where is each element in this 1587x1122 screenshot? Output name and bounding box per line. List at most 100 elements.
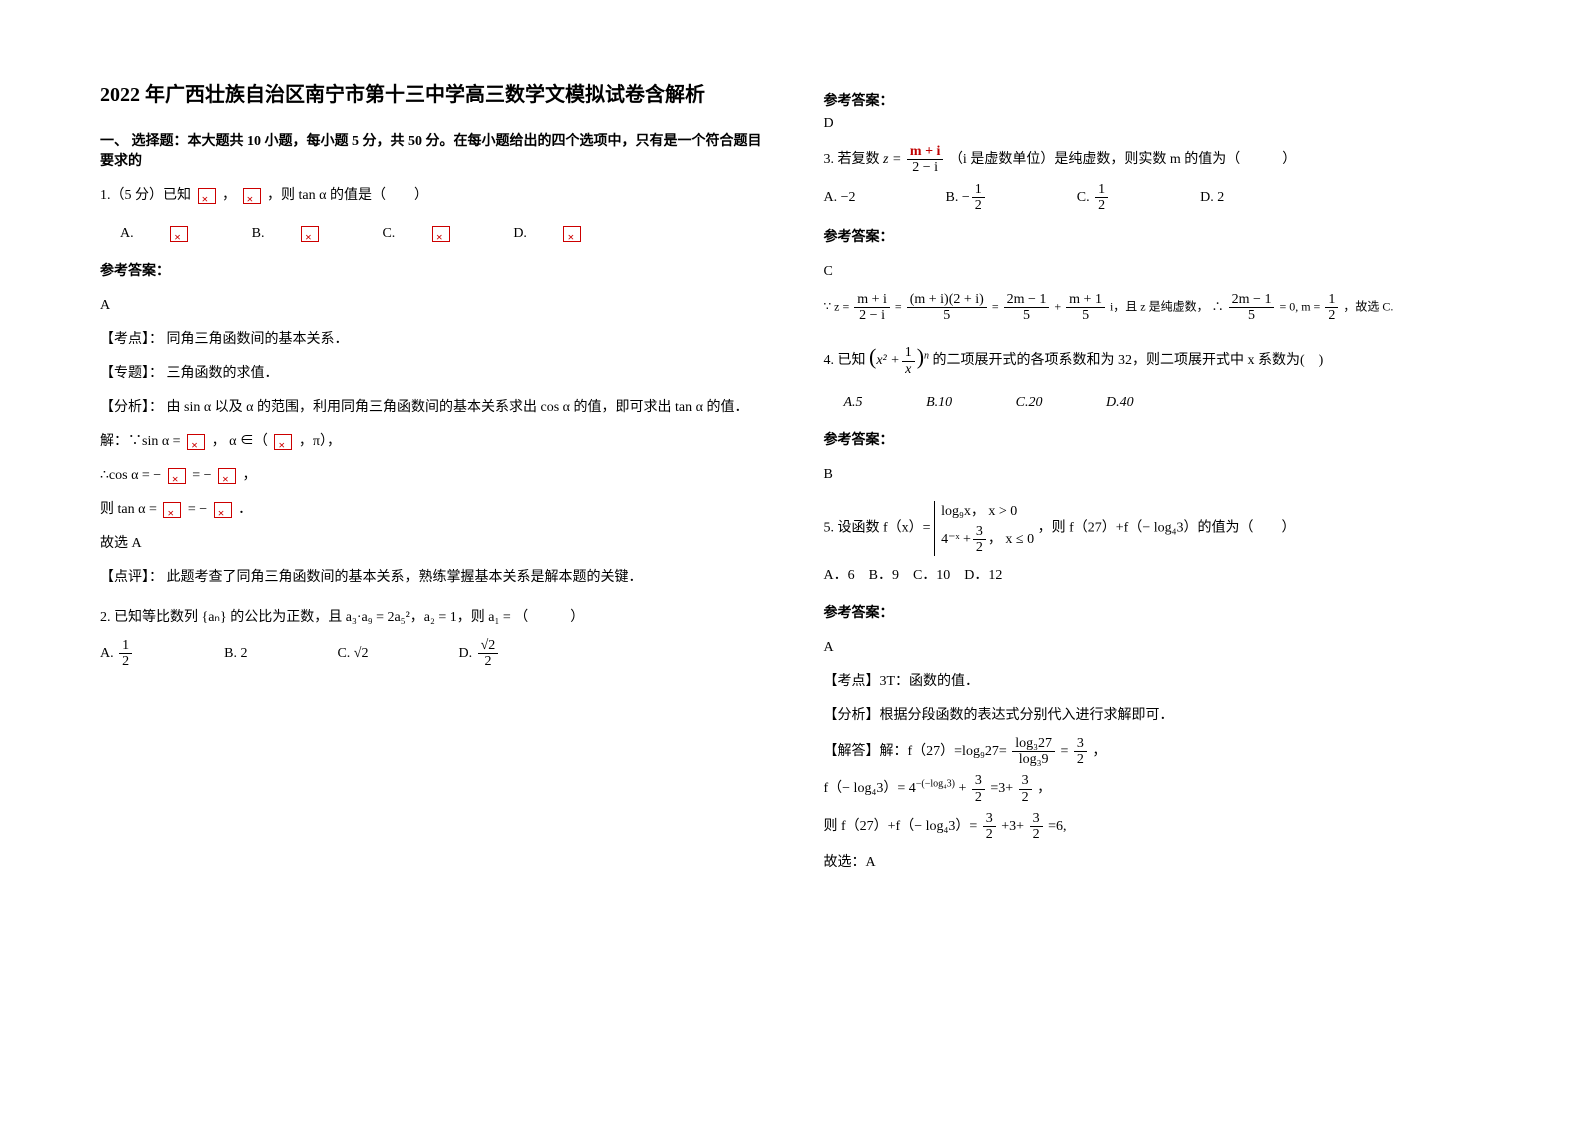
question-4: 4. 已知 (x² +1x)n 的二项展开式的各项系数和为 32，则二项展开式中…: [824, 335, 1488, 489]
fraction: log₃27log₃9: [1012, 736, 1055, 768]
sol-text: = −: [184, 502, 210, 517]
plus: +: [1054, 299, 1061, 313]
fraction: m + 15: [1066, 292, 1105, 324]
sol-text: ，故选 C.: [1343, 299, 1393, 313]
broken-image-icon: [243, 188, 261, 204]
q5-s4: 故选：A: [824, 849, 1488, 877]
sol-text: i，且 z 是纯虚数，: [1110, 299, 1209, 313]
answer-label: 参考答案：: [824, 90, 1488, 110]
q5-s2: f（− log₄3）= 4−(−log₄3) + 32 =3+ 32 ，: [824, 773, 1488, 805]
fraction: 32: [1019, 773, 1032, 805]
q3-stem: 3. 若复数 z = m + i2 − i （i 是虚数单位）是纯虚数，则实数 …: [824, 144, 1488, 176]
q2-options: A. 12 B. 2 C. √2 D. √22: [100, 638, 764, 670]
q3-solution: ∵ z = m + i2 − i = (m + i)(2 + i)5 = 2m …: [824, 292, 1488, 324]
fraction: (m + i)(2 + i)5: [907, 292, 987, 324]
eq: =3+: [990, 781, 1013, 796]
sol-text: 解：∵sin α =: [100, 434, 184, 449]
broken-image-icon: [274, 434, 292, 450]
q1-stem: 1.（5 分）已知 ， ，则 tan α 的值是（ ）: [100, 182, 764, 210]
therefore: ∴: [1212, 299, 1224, 313]
q1-stem-post: ，则 tan α 的值是（ ）: [267, 188, 428, 203]
q2-opt-b: B. 2: [224, 640, 247, 668]
q1-sol1: 解：∵sin α = ， α ∈（ ，π），: [100, 428, 764, 456]
fraction: 2m − 15: [1229, 292, 1275, 324]
q5-stem: 5. 设函数 f（x）= log₉x， x > 0 4⁻ˣ +32， x ≤ 0…: [824, 501, 1488, 555]
frac-den: 2: [983, 827, 996, 842]
q1-dianping: 【点评】： 此题考查了同角三角函数间的基本关系，熟练掌握基本关系是解本题的关键．: [100, 564, 764, 592]
q5-answer: A: [824, 634, 1488, 662]
stem-text: （i 是虚数单位）是纯虚数，则实数 m 的值为（ ）: [949, 152, 1296, 167]
broken-image-icon: [432, 226, 450, 242]
q4-opt-c: C.20: [1016, 395, 1043, 410]
frac-num: log₃27: [1012, 736, 1055, 752]
section-1-head: 一、 选择题：本大题共 10 小题，每小题 5 分，共 50 分。在每小题给出的…: [100, 130, 764, 170]
eq-text: = 0, m =: [1279, 299, 1320, 313]
frac-num: m + i: [854, 292, 890, 308]
q1-options: A. B. C. D.: [100, 220, 764, 248]
answer-label: 参考答案：: [824, 427, 1488, 455]
right-column: 参考答案： D 3. 若复数 z = m + i2 − i （i 是虚数单位）是…: [824, 80, 1488, 1042]
sol-text: ．: [235, 502, 253, 517]
eq: =: [895, 299, 902, 313]
q1-fenxi: 【分析】： 由 sin α 以及 α 的范围，利用同角三角函数间的基本关系求出 …: [100, 394, 764, 422]
sol-text: = −: [189, 468, 215, 483]
question-5: 5. 设函数 f（x）= log₉x， x > 0 4⁻ˣ +32， x ≤ 0…: [824, 501, 1488, 877]
fraction: 32: [983, 811, 996, 843]
sol-text: ∵ z =: [824, 299, 850, 313]
sol-text: ∴cos α = −: [100, 468, 165, 483]
q3-answer: C: [824, 258, 1488, 286]
frac-num: 3: [972, 773, 985, 789]
opt-label: D.: [459, 646, 476, 661]
opt-label: C.: [1077, 190, 1093, 205]
q1-sol3: 则 tan α = = − ．: [100, 496, 764, 524]
sol-text: ，: [1037, 781, 1051, 796]
frac-den: 2: [973, 540, 986, 555]
q4-opt-d: D.40: [1106, 395, 1134, 410]
plus: +: [958, 781, 966, 796]
frac-num: 1: [902, 345, 915, 361]
q4-opt-a: A.5: [844, 395, 863, 410]
frac-num: m + i: [907, 144, 944, 160]
frac-den: 2: [1019, 790, 1032, 805]
fraction: 32: [1074, 736, 1087, 768]
frac-num: 2m − 1: [1004, 292, 1050, 308]
frac-den: 5: [1229, 308, 1275, 323]
opt-label: B.: [252, 226, 268, 241]
frac-num: m + 1: [1066, 292, 1105, 308]
piecewise: log₉x， x > 0 4⁻ˣ +32， x ≤ 0: [934, 501, 1034, 555]
q1-zhuanti: 【专题】： 三角函数的求值．: [100, 360, 764, 388]
q2-stem: 2. 已知等比数列 {aₙ} 的公比为正数，且 a₃·a₉ = 2a₅²，a₂ …: [100, 604, 764, 632]
frac-num: √2: [478, 638, 499, 654]
fraction: 32: [1030, 811, 1043, 843]
fraction: m + i2 − i: [854, 292, 890, 324]
broken-image-icon: [214, 502, 232, 518]
frac-den: 2 − i: [854, 308, 890, 323]
frac-num: 3: [1074, 736, 1087, 752]
q2-opt-a: A. 12: [100, 638, 134, 670]
frac-num: 3: [1019, 773, 1032, 789]
fraction: √22: [478, 638, 499, 670]
frac-den: 2: [1095, 198, 1108, 213]
q2-opt-d: D. √22: [459, 638, 501, 670]
q3-opt-b: B. −12: [946, 182, 987, 214]
zt-text: 三角函数的求值．: [163, 366, 279, 381]
broken-image-icon: [198, 188, 216, 204]
opt-label: D.: [513, 226, 530, 241]
sol-text: ，: [239, 468, 257, 483]
sol-text: ，π），: [295, 434, 341, 449]
q5-s3: 则 f（27）+f（− log₄3）= 32 +3+ 32 =6,: [824, 811, 1488, 843]
answer-label: 参考答案：: [100, 258, 764, 286]
q5-options: A．6 B．9 C．10 D．12: [824, 562, 1488, 590]
broken-image-icon: [187, 434, 205, 450]
row-text: 4⁻ˣ +: [941, 532, 971, 547]
left-column: 2022 年广西壮族自治区南宁市第十三中学高三数学文模拟试卷含解析 一、 选择题…: [100, 80, 764, 1042]
broken-image-icon: [170, 226, 188, 242]
q2-answer: D: [824, 116, 1488, 132]
frac-num: 2m − 1: [1229, 292, 1275, 308]
q1-sol2: ∴cos α = − = − ，: [100, 462, 764, 490]
q3-opt-c: C. 12: [1077, 182, 1110, 214]
frac-den: 2: [1030, 827, 1043, 842]
q2-opt-c: C. √2: [337, 640, 368, 668]
opt-label: B.: [946, 190, 962, 205]
fraction: 12: [1095, 182, 1108, 214]
